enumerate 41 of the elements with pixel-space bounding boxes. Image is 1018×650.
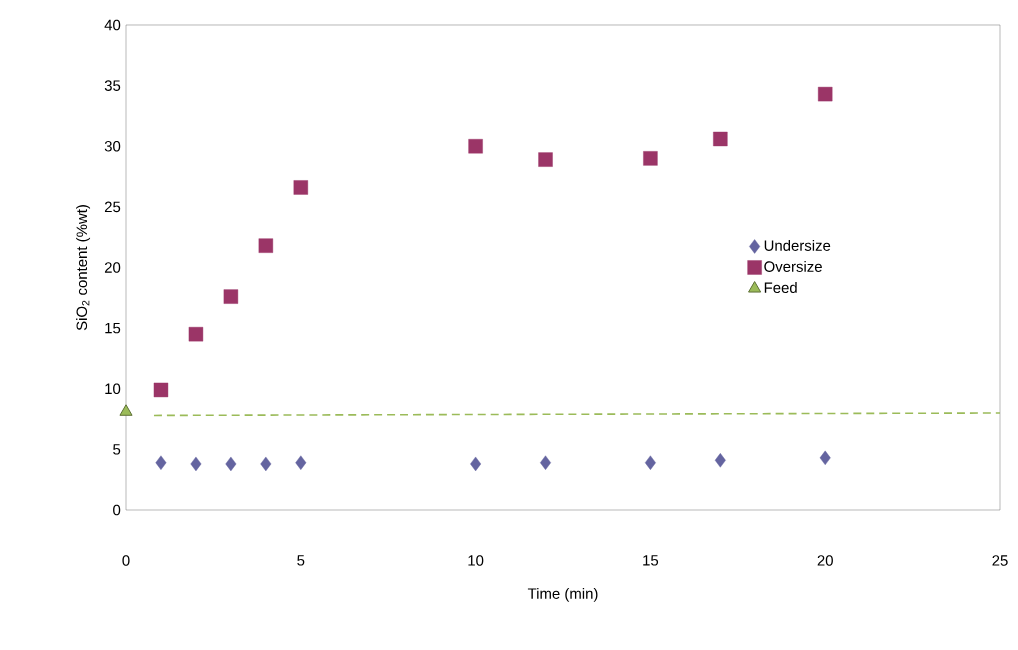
point — [538, 152, 553, 167]
point — [713, 131, 728, 147]
x-tick-label: 15 — [643, 555, 659, 566]
y-tick-label: 20 — [104, 262, 121, 273]
point — [540, 455, 551, 470]
point — [293, 180, 308, 195]
x-tick-label: 10 — [468, 555, 484, 566]
x-tick-label: 20 — [817, 555, 833, 566]
point — [258, 238, 274, 253]
y-tick-label: 10 — [105, 383, 121, 395]
legend-label: Undersize — [764, 239, 831, 251]
y-tick-label: 15 — [105, 322, 121, 334]
legend-label: Oversize — [764, 260, 822, 272]
x-tick-label: 25 — [992, 555, 1008, 566]
point — [819, 450, 831, 466]
point — [644, 455, 656, 470]
point — [714, 453, 726, 468]
y-tick-label: 5 — [113, 444, 121, 455]
y-tick-label: 25 — [104, 201, 121, 213]
point — [260, 456, 272, 472]
point — [153, 382, 169, 398]
x-axis-title: Time (min) — [527, 587, 598, 602]
y-tick-label: 40 — [104, 19, 121, 31]
point — [295, 455, 307, 470]
point — [818, 86, 833, 102]
y-tick-label: 0 — [113, 504, 121, 516]
point — [225, 456, 237, 472]
legend-label: Feed — [764, 282, 797, 293]
y-axis-title: SiO$_{2}$ content (%wt) — [76, 205, 91, 331]
point — [190, 456, 202, 472]
x-tick-label: 5 — [297, 555, 305, 566]
y-tick-label: 35 — [104, 80, 121, 91]
point — [643, 151, 658, 166]
point — [188, 326, 204, 342]
x-tick-label: 0 — [122, 555, 130, 566]
point — [470, 456, 482, 472]
point — [468, 139, 483, 154]
point — [223, 289, 239, 304]
point — [155, 455, 167, 470]
y-tick-label: 30 — [104, 140, 121, 152]
point — [119, 404, 133, 416]
